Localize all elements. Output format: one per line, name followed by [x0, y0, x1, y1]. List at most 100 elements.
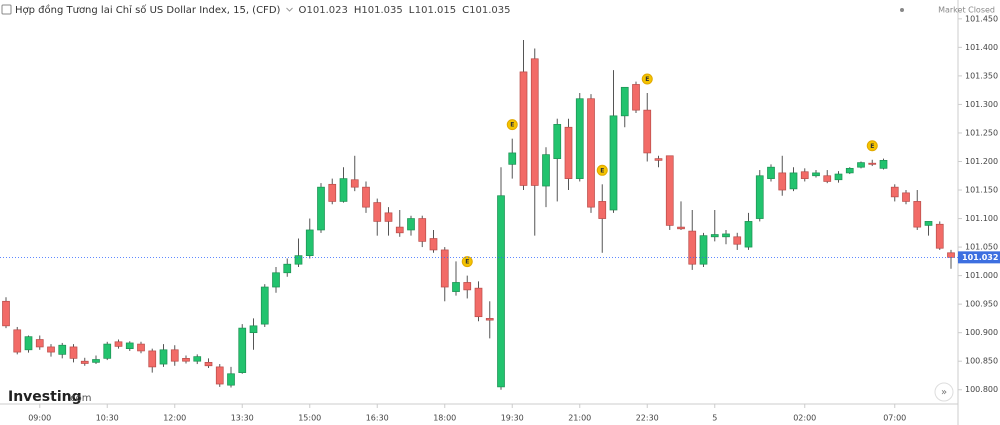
candle-body [339, 178, 348, 202]
candle-body [643, 109, 652, 154]
candle-body [620, 86, 629, 117]
event-marker [461, 256, 473, 268]
x-tick-label: 15:00 [298, 414, 321, 423]
x-tick-label: 22:30 [636, 414, 659, 423]
ohlc-value: 101.015 [415, 5, 456, 16]
ohlc-label: C [462, 5, 469, 16]
x-tick-label: 10:30 [96, 414, 119, 423]
candle-body [418, 218, 427, 242]
event-marker [641, 73, 653, 85]
brand: Investing [8, 389, 82, 405]
candle-body [823, 175, 832, 182]
scroll-button[interactable] [934, 382, 954, 402]
candle-body [463, 282, 472, 291]
candle-body [47, 346, 55, 353]
candle-body [542, 154, 550, 187]
candle-body [609, 115, 618, 211]
ohlc-value: 101.035 [361, 5, 402, 16]
candle-body [474, 287, 483, 318]
candle-body [227, 373, 235, 386]
event-label: E [600, 167, 604, 174]
candle-body [857, 162, 865, 168]
candle-body [699, 235, 708, 265]
candle-body [733, 236, 742, 245]
candle-body [148, 350, 157, 368]
candle-body [508, 152, 517, 165]
x-tick-label: 16:30 [366, 414, 389, 423]
dropdown-icon [286, 7, 293, 12]
candle-body [587, 98, 595, 208]
y-tick-label: 100.850 [965, 357, 998, 366]
y-tick-label: 101.050 [965, 243, 998, 252]
candle-body [677, 226, 685, 230]
x-tick-label: 19:30 [501, 414, 524, 423]
event-label: E [510, 122, 514, 129]
candle-body [845, 167, 854, 174]
candle-body [407, 218, 415, 231]
y-tick-label: 101.450 [965, 14, 998, 23]
candle-body [789, 172, 798, 190]
candle-body [305, 229, 314, 256]
candle-body [193, 356, 202, 362]
y-tick-label: 100.900 [965, 328, 998, 337]
y-tick-label: 101.300 [965, 100, 998, 109]
candle-body [283, 263, 292, 274]
candle-body [654, 158, 663, 161]
candle-body [722, 233, 730, 238]
candle-body [317, 186, 325, 231]
y-tick-label: 101.150 [965, 186, 998, 195]
candle-body [429, 238, 438, 251]
y-tick-label: 100.800 [965, 385, 998, 394]
candle-body [215, 366, 224, 385]
candle-body [778, 172, 787, 191]
candle-body [103, 343, 112, 359]
candle-body [485, 318, 494, 321]
candle-body [519, 71, 528, 186]
candle-body [159, 349, 168, 365]
candle-body [834, 173, 843, 181]
y-tick-label: 101.100 [965, 214, 998, 223]
x-tick-label: 21:00 [568, 414, 591, 423]
candle-body [362, 186, 370, 208]
candle-body [35, 339, 44, 348]
y-tick-label: 101.200 [965, 157, 998, 166]
candle-body [767, 166, 775, 179]
event-label: E [870, 143, 874, 150]
candle-body [440, 249, 449, 288]
candle-body [755, 175, 764, 219]
ohlc-label: O [299, 5, 307, 16]
y-tick-label: 100.950 [965, 300, 998, 309]
candle-body [553, 124, 562, 159]
candle-body [598, 201, 607, 219]
symbol-icon[interactable] [1, 4, 12, 15]
candle-body [272, 272, 280, 288]
candle-body [935, 223, 944, 249]
candle-body [800, 171, 809, 179]
x-tick-label: 09:00 [28, 414, 51, 423]
candle-body [2, 300, 10, 327]
candle-body [812, 172, 820, 177]
candle-body [744, 221, 753, 248]
candle-body [58, 344, 67, 355]
candle-body [947, 252, 955, 258]
candle-body [913, 201, 922, 228]
y-tick-label: 101.350 [965, 71, 998, 80]
scroll-icon[interactable]: » [941, 387, 947, 398]
x-tick-label: 12:00 [163, 414, 186, 423]
candle-body [924, 221, 933, 226]
candle-body [24, 336, 33, 351]
candle-body [328, 183, 337, 202]
y-tick-label: 101.400 [965, 43, 998, 52]
candle-body [879, 159, 888, 169]
ohlc-label: H [354, 5, 362, 16]
last-price-box [958, 251, 1000, 264]
candle-body [384, 212, 393, 222]
x-tick-label: 07:00 [883, 414, 906, 423]
candle-body [530, 58, 539, 186]
ohlc-value: 101.035 [469, 5, 510, 16]
y-tick-label: 101.250 [965, 128, 998, 137]
last-price-label: 101.032 [962, 253, 998, 262]
candle-body [204, 361, 213, 367]
candle-body [249, 325, 258, 334]
